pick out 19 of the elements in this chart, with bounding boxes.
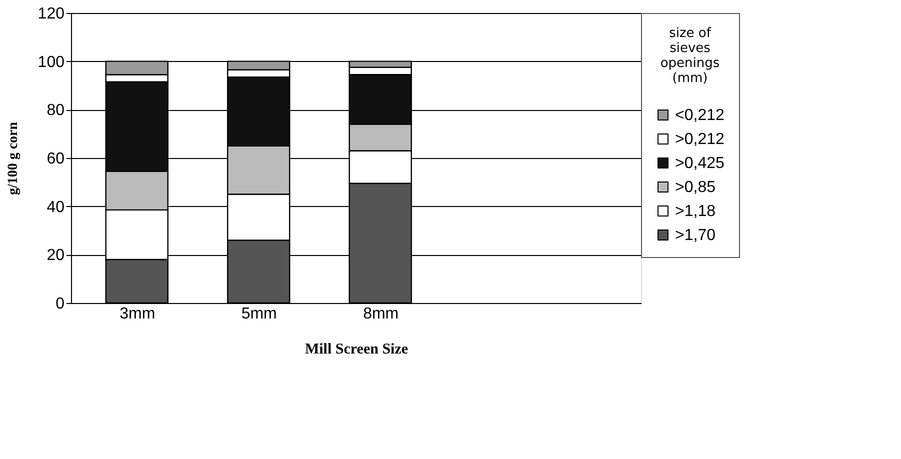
x-tick-label: 3mm xyxy=(120,306,156,322)
legend-label: >1,70 xyxy=(675,227,716,244)
y-tick-label: 20 xyxy=(46,247,65,264)
y-tick-label: 100 xyxy=(38,54,65,71)
y-tick-label: 60 xyxy=(46,150,65,168)
legend-label: <0,212 xyxy=(675,107,724,124)
y-tick-label: 80 xyxy=(46,102,65,120)
legend-label: >0,425 xyxy=(675,155,724,172)
legend-label: >0,212 xyxy=(675,131,724,148)
y-tick-label: 120 xyxy=(38,6,65,22)
y-tick-label: 40 xyxy=(46,198,65,216)
legend-label: >1,18 xyxy=(675,203,716,220)
x-tick-label: 8mm xyxy=(363,306,399,322)
legend-title: size of sieves openings (mm) xyxy=(660,26,720,86)
x-axis-title: Mill Screen Size xyxy=(304,342,408,358)
y-tick-label: 0 xyxy=(56,296,65,312)
x-tick-label: 5mm xyxy=(241,306,277,322)
y-axis-title: g/100 g corn xyxy=(6,122,21,196)
legend-label: >0,85 xyxy=(675,179,716,196)
